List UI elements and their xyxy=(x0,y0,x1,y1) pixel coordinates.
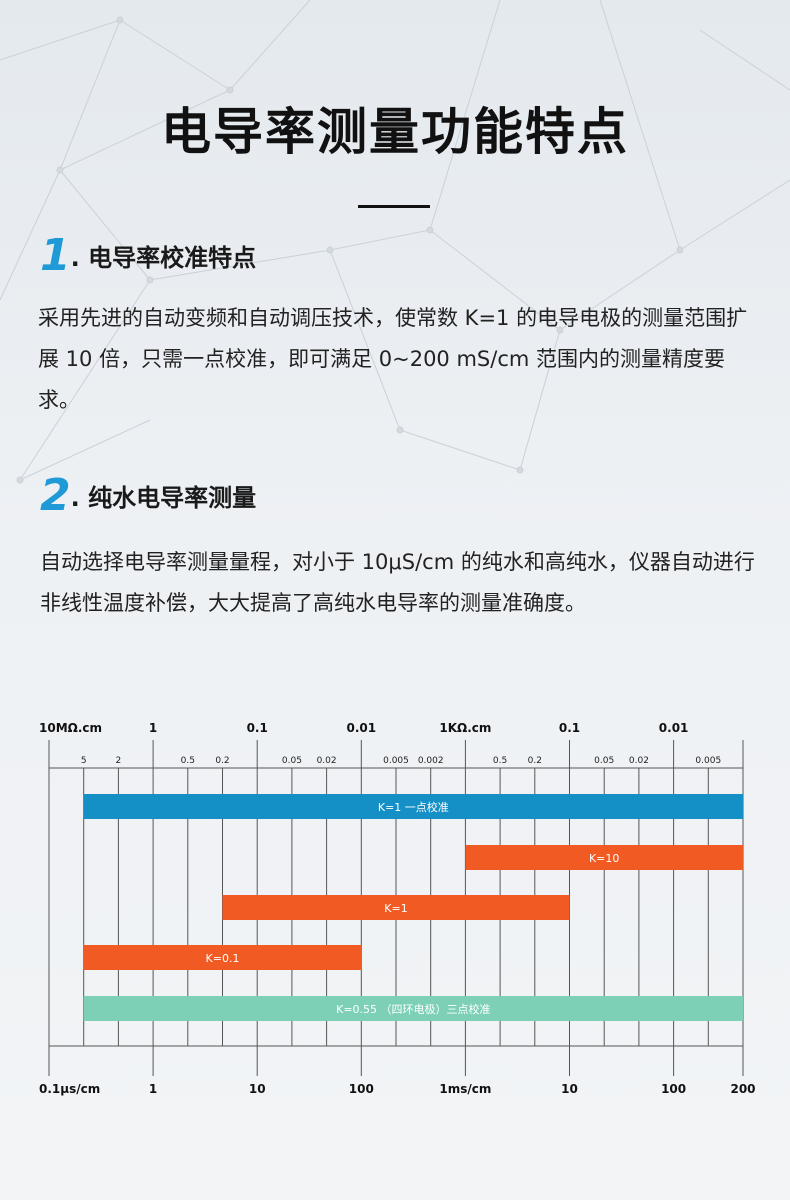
range-bar-label: K=0.55 （四环电极）三点校准 xyxy=(336,1002,490,1016)
top-minor-label: 0.02 xyxy=(317,756,337,766)
top-minor-label: 0.05 xyxy=(282,756,302,766)
top-major-label: 10MΩ.cm xyxy=(39,721,102,735)
top-minor-label: 0.005 xyxy=(383,756,409,766)
range-bar xyxy=(83,945,362,970)
bottom-axis-label: 10 xyxy=(249,1082,266,1096)
top-minor-label: 0.2 xyxy=(528,756,542,766)
section-heading: . 电导率校准特点 xyxy=(70,244,257,272)
title-underline xyxy=(358,205,430,208)
top-major-label: 0.01 xyxy=(346,721,376,735)
top-minor-label: 0.5 xyxy=(181,756,195,766)
bottom-axis-label: 200 xyxy=(730,1082,755,1096)
bottom-axis-label: 1 xyxy=(149,1082,157,1096)
section-2-text: 自动选择电导率测量量程，对小于 10μS/cm 的纯水和高纯水，仪器自动进行非线… xyxy=(40,550,755,615)
bottom-axis-label: 100 xyxy=(349,1082,374,1096)
top-minor-label: 0.005 xyxy=(695,756,721,766)
range-bar xyxy=(83,996,743,1021)
range-bar-label: K=0.1 xyxy=(206,952,240,965)
top-minor-label: 0.002 xyxy=(418,756,444,766)
bottom-axis-label: 100 xyxy=(661,1082,686,1096)
conductivity-range-chart: 10MΩ.cm 1 0.1 0.01 1KΩ.cm 0.1 0.01 5 2 0.5 0.2 0.05… xyxy=(39,721,756,1096)
range-bar xyxy=(465,845,743,870)
range-bar xyxy=(222,895,570,920)
range-bar xyxy=(83,794,743,819)
top-minor-label: 0.2 xyxy=(215,756,229,766)
section-1-text: 采用先进的自动变频和自动调压技术，使常数 K=1 的电导电极的测量范围扩展 10… xyxy=(38,306,748,412)
bottom-axis-label: 1ms/cm xyxy=(439,1082,491,1096)
top-major-label: 1KΩ.cm xyxy=(439,721,491,735)
top-major-label: 1 xyxy=(149,721,157,735)
bottom-axis-label: 0.1μs/cm xyxy=(39,1082,100,1096)
top-major-label: 0.1 xyxy=(559,721,580,735)
top-minor-label: 0.02 xyxy=(629,756,649,766)
top-minor-label: 5 xyxy=(81,756,87,766)
top-minor-label: 0.5 xyxy=(493,756,507,766)
page-title: 电导率测量功能特点 xyxy=(161,103,629,161)
range-bar-label: K=10 xyxy=(589,852,619,865)
section-heading: . 纯水电导率测量 xyxy=(70,484,257,512)
network-background-decoration xyxy=(0,0,790,484)
section-1-header: 1. 电导率校准特点 xyxy=(40,230,256,281)
top-major-label: 0.1 xyxy=(247,721,268,735)
range-bar-label: K=1 xyxy=(384,902,407,915)
top-minor-label: 2 xyxy=(116,756,122,766)
top-minor-label: 0.05 xyxy=(594,756,614,766)
bottom-axis-label: 10 xyxy=(561,1082,578,1096)
section-number: 1 xyxy=(40,230,71,281)
section-2-header: 2. 纯水电导率测量 xyxy=(40,470,256,521)
top-major-label: 0.01 xyxy=(659,721,689,735)
section-number: 2 xyxy=(40,470,71,521)
range-bar-label: K=1 一点校准 xyxy=(378,800,449,814)
